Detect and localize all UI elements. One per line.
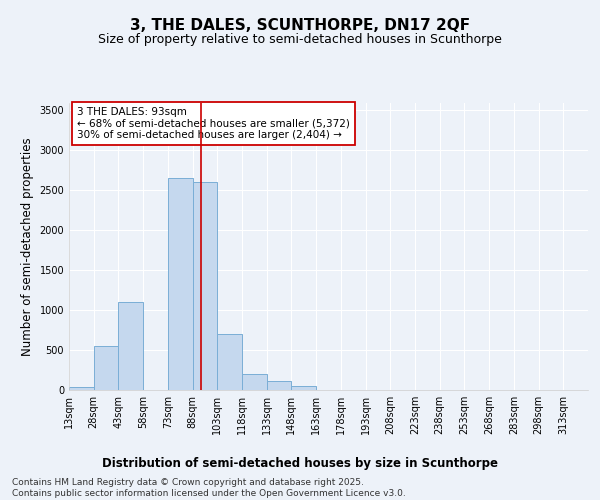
Bar: [217, 334, 242, 390]
Text: Contains HM Land Registry data © Crown copyright and database right 2025.
Contai: Contains HM Land Registry data © Crown c…: [12, 478, 406, 498]
Y-axis label: Number of semi-detached properties: Number of semi-detached properties: [21, 137, 34, 356]
Bar: [193, 182, 217, 390]
Text: 3, THE DALES, SCUNTHORPE, DN17 2QF: 3, THE DALES, SCUNTHORPE, DN17 2QF: [130, 18, 470, 32]
Bar: [94, 346, 118, 390]
Text: 3 THE DALES: 93sqm
← 68% of semi-detached houses are smaller (5,372)
30% of semi: 3 THE DALES: 93sqm ← 68% of semi-detache…: [77, 107, 350, 140]
Bar: [118, 302, 143, 390]
Bar: [168, 178, 193, 390]
Bar: [292, 386, 316, 390]
Text: Distribution of semi-detached houses by size in Scunthorpe: Distribution of semi-detached houses by …: [102, 458, 498, 470]
Bar: [267, 381, 292, 390]
Text: Size of property relative to semi-detached houses in Scunthorpe: Size of property relative to semi-detach…: [98, 32, 502, 46]
Bar: [69, 387, 94, 390]
Bar: [242, 374, 267, 390]
